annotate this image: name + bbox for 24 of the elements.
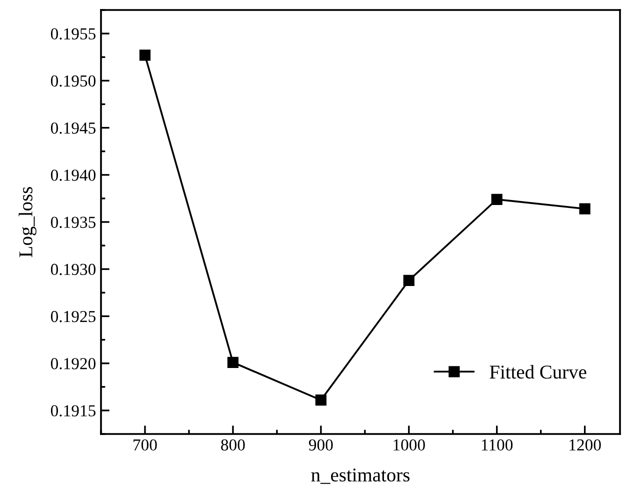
x-axis-title: n_estimators (311, 468, 410, 484)
y-tick-label: 0.1950 (50, 75, 96, 87)
point (315, 394, 326, 406)
y-tick-label: 0.1915 (50, 405, 96, 416)
x-tick-label: 1000 (394, 439, 425, 451)
y-axis-title: Log_loss (18, 187, 36, 258)
x-tick-label: 800 (221, 439, 245, 451)
y-tick-label: 0.1935 (50, 216, 96, 228)
legend-label: Fitted Curve (490, 364, 586, 379)
x-tick-label: 1200 (570, 439, 601, 451)
y-tick-label: 0.1945 (50, 122, 96, 134)
x-tick-label: 700 (134, 439, 157, 451)
x-tick-label: 900 (308, 439, 333, 451)
y-tick-label: 0.1930 (50, 264, 96, 276)
y-tick-label: 0.1925 (50, 310, 96, 322)
x-tick-label: 1100 (482, 439, 513, 451)
y-tick-label: 0.1920 (50, 358, 96, 370)
point (491, 194, 502, 205)
y-tick-label: 0.1940 (50, 170, 96, 181)
point (579, 203, 590, 214)
y-tick-label: 0.1955 (50, 28, 96, 40)
point (403, 274, 414, 286)
point (227, 356, 239, 368)
point (139, 50, 151, 61)
